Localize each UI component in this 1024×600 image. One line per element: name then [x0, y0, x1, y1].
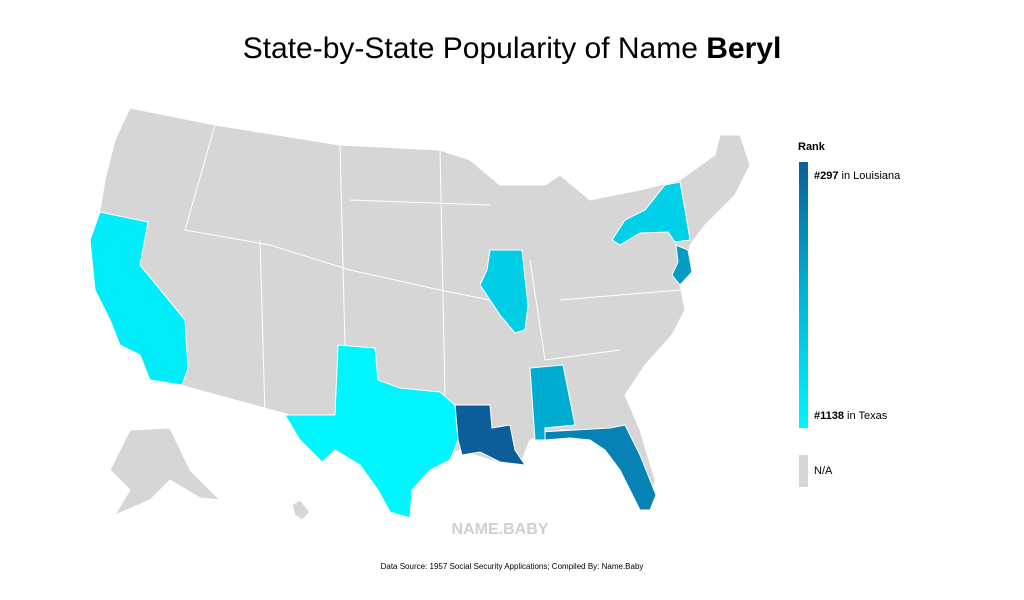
watermark: NAME.BABY	[452, 521, 549, 538]
legend-gradient	[799, 162, 808, 428]
state-border	[439, 149, 446, 396]
title-name: Beryl	[706, 32, 781, 65]
ranked-states	[89, 181, 693, 519]
state	[479, 249, 529, 334]
state-border	[349, 199, 491, 206]
base-map	[89, 107, 751, 521]
state-border	[529, 259, 621, 361]
legend-na-swatch	[799, 455, 808, 487]
title: State-by-State Popularity of Name Beryl	[243, 32, 782, 65]
state	[539, 424, 657, 511]
state	[611, 181, 691, 246]
legend-top: #297 in Louisiana	[814, 170, 901, 182]
hawaii	[291, 499, 311, 521]
state	[454, 404, 527, 466]
legend-bottom-text: in Texas	[847, 410, 888, 422]
state-border	[184, 124, 491, 301]
title-text: State-by-State Popularity of Name	[243, 32, 707, 65]
state-border	[259, 239, 266, 416]
legend-top-label: #297	[814, 170, 838, 182]
legend-top-text: in Louisiana	[842, 170, 902, 182]
legend-bottom: #1138 in Texas	[814, 410, 888, 422]
legend-na: N/A	[814, 465, 833, 477]
state-border	[339, 144, 346, 346]
alaska	[109, 427, 222, 517]
legend-title: Rank	[798, 141, 826, 153]
source: Data Source: 1957 Social Security Applic…	[381, 562, 644, 571]
state	[284, 344, 459, 519]
state	[529, 364, 576, 441]
state	[89, 211, 189, 386]
state	[671, 244, 693, 286]
legend-bottom-label: #1138	[814, 410, 844, 422]
state-border	[559, 289, 681, 301]
